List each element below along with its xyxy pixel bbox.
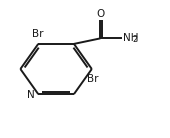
Text: 2: 2 — [132, 35, 137, 44]
Text: NH: NH — [123, 33, 139, 43]
Text: Br: Br — [32, 29, 43, 39]
Text: O: O — [96, 9, 104, 19]
Text: N: N — [27, 90, 35, 100]
Text: Br: Br — [87, 74, 98, 84]
